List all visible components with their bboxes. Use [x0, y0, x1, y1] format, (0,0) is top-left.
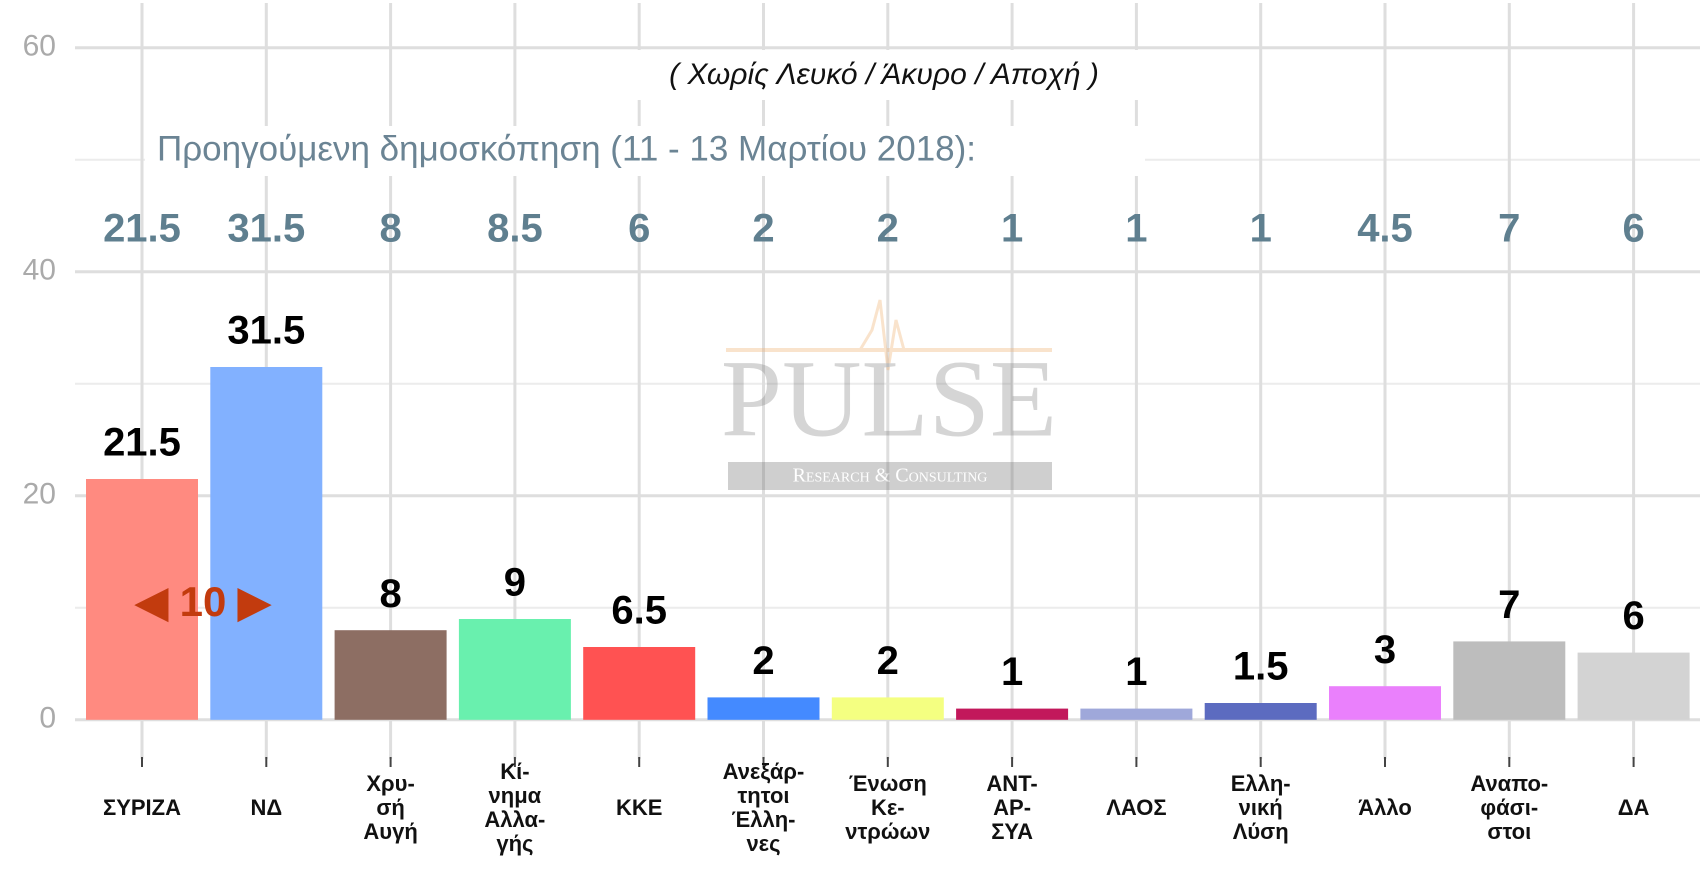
data-label: 9: [504, 561, 526, 605]
data-label: 31.5: [227, 309, 305, 353]
y-tick-label: 20: [23, 478, 56, 511]
data-label: 3: [1374, 628, 1396, 672]
previous-label: Προηγούμενη δημοσκόπηση (11 - 13 Μαρτίου…: [157, 129, 976, 168]
x-tick-label: Άλλο: [1358, 795, 1412, 820]
previous-box: [145, 126, 1145, 176]
data-label: 2: [752, 639, 774, 683]
x-tick-label: Ένωση Κε- ντρώων: [845, 771, 931, 844]
previous-value: 2: [752, 207, 774, 251]
x-tick-label: Αναπο- φάσι- στοι: [1470, 771, 1549, 844]
data-label: 2: [877, 639, 899, 683]
x-tick-label: ΑΝΤ- ΑΡ- ΣΥΑ: [986, 771, 1038, 844]
data-label: 1: [1125, 650, 1147, 694]
previous-value: 1: [1001, 207, 1023, 251]
x-tick-label: Ανεξάρ- τητοι Έλλη- νες: [722, 759, 805, 856]
bar: [86, 479, 198, 720]
previous-value: 2: [877, 207, 899, 251]
previous-value: 1: [1125, 207, 1147, 251]
previous-value: 8: [379, 207, 401, 251]
bar: [831, 697, 944, 720]
y-tick-label: 0: [39, 702, 56, 735]
data-label: 6: [1622, 594, 1644, 638]
watermark-pulse: [858, 299, 906, 371]
data-label: 1.5: [1233, 645, 1289, 689]
watermark-tagline: Research & Consulting: [793, 465, 988, 487]
previous-value: 8.5: [487, 207, 543, 251]
bar: [1453, 641, 1566, 720]
previous-value: 21.5: [103, 207, 181, 251]
bar: [1204, 703, 1317, 720]
bar: [458, 619, 571, 720]
watermark-name: PULSE: [721, 337, 1057, 459]
previous-value: 6: [1622, 207, 1644, 251]
bar: [1329, 686, 1441, 720]
y-tick-label: 40: [23, 254, 56, 287]
x-tick-label: Ελλη- νική Λύση: [1230, 771, 1291, 844]
y-tick-label: 60: [23, 30, 56, 63]
bar: [707, 697, 820, 720]
x-tick-label: ΔΑ: [1617, 795, 1650, 820]
watermark: PULSE Research & Consulting: [721, 299, 1057, 490]
bar: [1577, 652, 1690, 720]
x-tick-label: ΝΔ: [250, 795, 283, 820]
x-tick-label: Κί- νημα Αλλα- γής: [484, 759, 546, 856]
x-tick-label: Χρυ- σή Αυγή: [363, 771, 418, 844]
data-label: 21.5: [103, 421, 181, 465]
previous-value: 7: [1498, 207, 1520, 251]
previous-value: 31.5: [227, 207, 305, 251]
previous-value: 1: [1250, 207, 1272, 251]
previous-value: 6: [628, 207, 650, 251]
bar: [956, 708, 1069, 720]
bar: [583, 647, 696, 720]
subtitle-box: [618, 50, 1158, 100]
x-tick-label: ΣΥΡΙΖΑ: [103, 795, 181, 820]
x-tick-label: ΛΑΟΣ: [1106, 795, 1167, 820]
lead-label: ◀ 10 ▶: [134, 578, 272, 625]
subtitle: ( Χωρίς Λευκό / Άκυρο / Απoχή ): [669, 58, 1099, 91]
x-tick-label: ΚΚΕ: [615, 795, 663, 820]
data-label: 8: [379, 572, 401, 616]
data-label: 1: [1001, 650, 1023, 694]
previous-value: 4.5: [1357, 207, 1413, 251]
bar: [1080, 708, 1193, 720]
bar: [334, 630, 447, 720]
watermark-band: [728, 462, 1052, 490]
data-label: 7: [1498, 583, 1520, 627]
bar: [210, 367, 323, 720]
data-label: 6.5: [611, 589, 667, 633]
